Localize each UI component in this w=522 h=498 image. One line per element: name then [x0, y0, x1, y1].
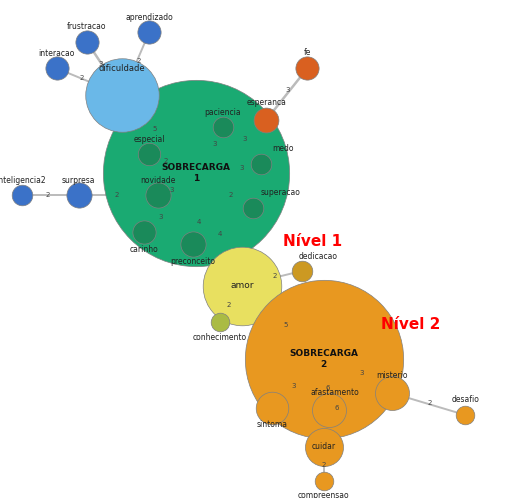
- Text: preconceito: preconceito: [171, 256, 216, 266]
- Point: [17, 191, 26, 199]
- Text: 3: 3: [158, 214, 162, 220]
- Point: [145, 28, 153, 36]
- Point: [219, 123, 227, 131]
- Text: interacao: interacao: [39, 49, 75, 58]
- Text: paciencia: paciencia: [205, 108, 241, 117]
- Text: esperanca: esperanca: [246, 98, 287, 107]
- Text: 3: 3: [286, 87, 290, 94]
- Point: [298, 267, 306, 275]
- Point: [75, 191, 83, 199]
- Text: 3: 3: [242, 136, 247, 142]
- Text: 3: 3: [291, 382, 296, 388]
- Point: [303, 64, 312, 72]
- Point: [248, 204, 257, 212]
- Text: 4: 4: [196, 219, 200, 225]
- Text: 3: 3: [169, 187, 173, 193]
- Text: 2: 2: [79, 75, 84, 81]
- Text: novidade: novidade: [140, 176, 175, 185]
- Text: 3: 3: [98, 61, 103, 67]
- Point: [257, 159, 265, 167]
- Text: conhecimento: conhecimento: [193, 333, 247, 342]
- Point: [325, 406, 333, 414]
- Point: [53, 64, 61, 72]
- Point: [82, 38, 91, 46]
- Text: 3: 3: [212, 141, 217, 147]
- Point: [153, 191, 162, 199]
- Text: medo: medo: [272, 144, 293, 153]
- Point: [216, 318, 224, 326]
- Point: [319, 477, 328, 485]
- Point: [192, 169, 200, 177]
- Point: [319, 355, 328, 363]
- Text: especial: especial: [134, 134, 165, 144]
- Text: dificuldade: dificuldade: [99, 64, 146, 73]
- Text: 5: 5: [283, 322, 288, 328]
- Text: dedicacao: dedicacao: [299, 252, 338, 261]
- Text: 6: 6: [335, 404, 339, 411]
- Point: [268, 403, 276, 411]
- Text: frustracao: frustracao: [67, 22, 106, 31]
- Point: [118, 91, 126, 99]
- Text: cuidar: cuidar: [312, 442, 336, 451]
- Text: fe: fe: [304, 48, 311, 57]
- Point: [461, 411, 469, 419]
- Text: aprendizado: aprendizado: [126, 12, 173, 22]
- Text: 2: 2: [229, 192, 233, 198]
- Text: 4: 4: [218, 232, 222, 238]
- Point: [387, 389, 396, 397]
- Text: inteligencia2: inteligencia2: [0, 176, 46, 185]
- Text: desafio: desafio: [451, 395, 479, 404]
- Point: [140, 228, 148, 236]
- Text: Nível 1: Nível 1: [283, 234, 342, 249]
- Text: 2: 2: [163, 158, 168, 164]
- Text: sintoma: sintoma: [256, 420, 288, 429]
- Text: 2: 2: [428, 400, 432, 406]
- Point: [238, 282, 246, 290]
- Text: SOBRECARGA
2: SOBRECARGA 2: [289, 349, 358, 369]
- Text: 2: 2: [322, 462, 326, 468]
- Text: 2: 2: [226, 302, 231, 308]
- Text: superacao: superacao: [260, 188, 300, 197]
- Text: SOBRECARGA
1: SOBRECARGA 1: [161, 163, 230, 183]
- Text: misterio: misterio: [376, 372, 407, 380]
- Point: [262, 116, 270, 124]
- Text: Nível 2: Nível 2: [381, 317, 440, 332]
- Point: [145, 150, 153, 158]
- Point: [319, 443, 328, 451]
- Text: 3: 3: [360, 371, 364, 376]
- Text: amor: amor: [230, 281, 254, 290]
- Text: 2: 2: [136, 58, 141, 64]
- Text: 3: 3: [240, 165, 244, 171]
- Text: 5: 5: [153, 126, 157, 132]
- Text: 2: 2: [115, 192, 119, 198]
- Text: compreensao: compreensao: [298, 491, 349, 498]
- Point: [189, 240, 197, 248]
- Text: afastamento: afastamento: [310, 388, 359, 397]
- Text: 2: 2: [272, 273, 277, 279]
- Text: 6: 6: [325, 385, 330, 391]
- Text: carinho: carinho: [129, 245, 158, 253]
- Text: surpresa: surpresa: [62, 176, 96, 185]
- Text: 2: 2: [45, 192, 50, 198]
